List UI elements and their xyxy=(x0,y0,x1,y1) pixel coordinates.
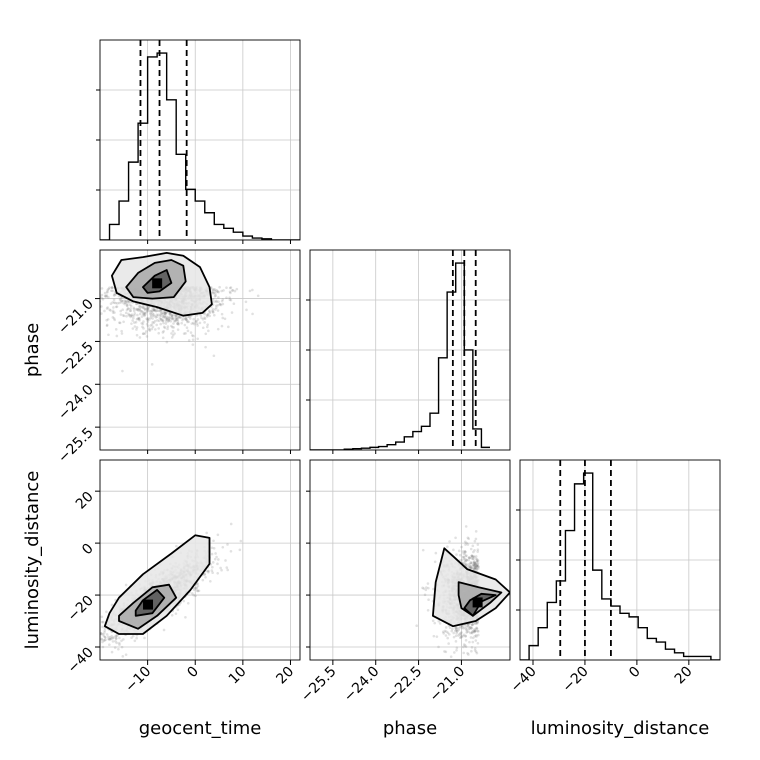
scatter-luminosity-distance-vs-phase-plot-area xyxy=(310,460,510,660)
xtick-phase-0: −25.5 xyxy=(298,664,340,706)
xtick-luminosity-distance-1: −20 xyxy=(560,664,592,696)
scatter-phase-vs-geocent-time-peak xyxy=(152,278,163,289)
xtick-phase-2: −22.5 xyxy=(384,664,426,706)
ytick-phase-2: −22.5 xyxy=(55,339,97,381)
xtick-luminosity-distance-0: −40 xyxy=(508,664,540,696)
ytick-phase-0: −25.5 xyxy=(55,425,97,467)
xtick-luminosity-distance-2: 0 xyxy=(626,664,644,682)
xtick-phase-3: −21.0 xyxy=(427,664,469,706)
ytick-luminosity-distance-0: −40 xyxy=(65,645,97,677)
xlabel-geocent-time: geocent_time xyxy=(139,718,262,739)
xtick-phase-1: −24.0 xyxy=(341,664,383,706)
ytick-phase-1: −24.0 xyxy=(55,382,97,424)
xtick-luminosity-distance-3: 20 xyxy=(672,664,696,688)
scatter-phase-vs-geocent-time-frame xyxy=(99,249,301,451)
scatter-luminosity-distance-vs-geocent-time-frame xyxy=(99,459,301,661)
xlabel-phase: phase xyxy=(383,718,437,739)
ytick-luminosity-distance-3: 20 xyxy=(73,489,97,513)
xtick-geocent-time-2: 10 xyxy=(226,664,250,688)
ylabel-luminosity-distance: luminosity_distance xyxy=(22,471,43,650)
ytick-luminosity-distance-2: 0 xyxy=(79,541,97,559)
xtick-geocent-time-3: 20 xyxy=(273,664,297,688)
scatter-luminosity-distance-vs-geocent-time-plot-area xyxy=(100,460,300,660)
scatter-luminosity-distance-vs-geocent-time-peak xyxy=(143,599,154,610)
hist-phase-steps xyxy=(310,262,490,450)
scatter-phase-vs-geocent-time-plot-area xyxy=(100,250,300,450)
ytick-phase-3: −21.0 xyxy=(55,296,97,338)
hist-geocent-time-plot-area xyxy=(100,40,300,240)
xtick-geocent-time-1: 0 xyxy=(184,664,202,682)
xtick-geocent-time-0: −10 xyxy=(122,664,154,696)
ytick-luminosity-distance-1: −20 xyxy=(65,593,97,625)
scatter-luminosity-distance-vs-phase-frame xyxy=(309,459,511,661)
ylabel-phase: phase xyxy=(22,323,43,377)
hist-luminosity-distance-steps xyxy=(520,472,720,660)
hist-geocent-time-steps xyxy=(100,52,300,240)
scatter-luminosity-distance-vs-phase-peak xyxy=(472,597,483,608)
hist-luminosity-distance-plot-area xyxy=(520,460,720,660)
hist-phase-plot-area xyxy=(310,250,510,450)
xlabel-luminosity-distance: luminosity_distance xyxy=(531,718,710,739)
